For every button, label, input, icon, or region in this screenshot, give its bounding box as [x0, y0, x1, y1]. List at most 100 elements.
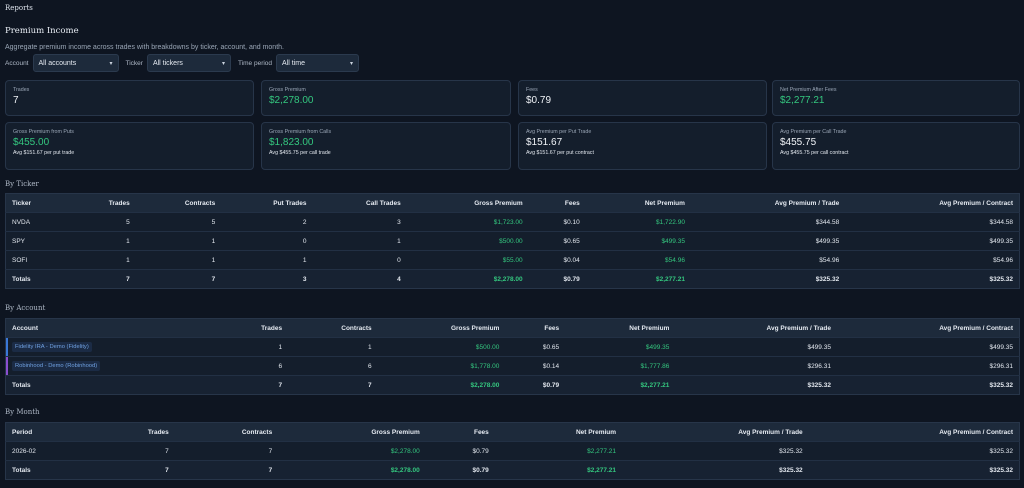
- account-select-value: All accounts: [38, 59, 77, 67]
- column-header[interactable]: Trades: [69, 193, 136, 213]
- table-row: SPY 1 1 0 1 $500.00 $0.65 $499.35 $499.3…: [5, 231, 1020, 251]
- column-header[interactable]: Trades: [218, 318, 289, 338]
- column-header[interactable]: Gross Premium: [278, 422, 426, 442]
- column-header[interactable]: Net Premium: [585, 193, 691, 213]
- column-header[interactable]: Avg Premium / Trade: [622, 422, 809, 442]
- table-header-row: Period Trades Contracts Gross Premium Fe…: [5, 422, 1020, 442]
- table-cell: 5: [69, 212, 136, 232]
- net-premium-cell: $2,277.21: [494, 460, 623, 480]
- column-header[interactable]: Account: [5, 318, 219, 338]
- fees-cell: $0.79: [425, 460, 495, 480]
- column-header[interactable]: Period: [5, 422, 95, 442]
- card-label: Gross Premium from Calls: [269, 129, 332, 135]
- card-label: Fees: [526, 87, 538, 93]
- page-title: Premium Income: [5, 26, 79, 36]
- ticker-select[interactable]: All tickers ▾: [146, 54, 231, 72]
- column-header[interactable]: Gross Premium: [377, 318, 506, 338]
- gross-premium-cell: $2,278.00: [278, 441, 426, 461]
- table-cell: 1: [135, 231, 222, 251]
- ticker-cell: SOFI: [5, 250, 70, 270]
- table-cell: 1: [69, 250, 136, 270]
- card-label: Gross Premium: [269, 87, 306, 93]
- column-header[interactable]: Contracts: [174, 422, 279, 442]
- net-premium-cell: $2,277.21: [585, 269, 691, 289]
- card-subtext: Avg $455.75 per call trade: [269, 150, 331, 156]
- totals-row: Totals 7 7 3 4 $2,278.00 $0.79 $2,277.21…: [5, 269, 1020, 289]
- column-header[interactable]: Put Trades: [221, 193, 313, 213]
- table-cell: 1: [221, 250, 313, 270]
- table-cell: 7: [94, 460, 175, 480]
- table-cell: $325.32: [808, 441, 1020, 461]
- table-cell: $499.35: [690, 231, 846, 251]
- table-cell: $499.35: [675, 337, 837, 357]
- table-cell: 0: [312, 250, 407, 270]
- column-header[interactable]: Net Premium: [494, 422, 623, 442]
- table-cell: 7: [135, 269, 222, 289]
- ticker-cell: NVDA: [5, 212, 70, 232]
- account-badge[interactable]: Robinhood - Demo (Robinhood): [12, 361, 101, 371]
- column-header[interactable]: Trades: [94, 422, 175, 442]
- app-title: Reports: [5, 4, 33, 12]
- gross-premium-cell: $2,278.00: [377, 375, 506, 395]
- column-header[interactable]: Net Premium: [565, 318, 676, 338]
- column-header[interactable]: Avg Premium / Contract: [808, 422, 1020, 442]
- period-cell: 2026-02: [5, 441, 95, 461]
- card-label: Gross Premium from Puts: [13, 129, 74, 135]
- table-cell: 5: [135, 212, 222, 232]
- table-cell: 4: [312, 269, 407, 289]
- card-label: Avg Premium per Call Trade: [780, 129, 847, 135]
- card-subtext: Avg $151.67 per put trade: [13, 150, 75, 156]
- card-subtext: Avg $151.67 per put contract: [526, 150, 594, 156]
- table-cell: 7: [94, 441, 175, 461]
- table-cell: 7: [288, 375, 378, 395]
- column-header[interactable]: Fees: [528, 193, 586, 213]
- table-cell: $325.32: [622, 460, 809, 480]
- ticker-table: Ticker Trades Contracts Put Trades Call …: [5, 193, 1020, 289]
- table-cell: 1: [312, 231, 407, 251]
- table-cell: $296.31: [836, 356, 1020, 376]
- table-cell: $54.96: [690, 250, 846, 270]
- column-header[interactable]: Call Trades: [312, 193, 407, 213]
- column-header[interactable]: Gross Premium: [406, 193, 529, 213]
- column-header[interactable]: Contracts: [135, 193, 222, 213]
- card-trades: Trades 7: [5, 80, 254, 116]
- period-select[interactable]: All time ▾: [276, 54, 360, 72]
- net-premium-cell: $2,277.21: [565, 375, 676, 395]
- card-label: Trades: [13, 87, 30, 93]
- net-premium-cell: $1,722.90: [585, 212, 691, 232]
- table-cell: $325.32: [675, 375, 837, 395]
- column-header[interactable]: Fees: [425, 422, 495, 442]
- column-header[interactable]: Fees: [505, 318, 566, 338]
- account-select[interactable]: All accounts ▾: [32, 54, 119, 72]
- fees-cell: $0.79: [528, 269, 586, 289]
- card-avg-put: Avg Premium per Put Trade $151.67 Avg $1…: [518, 122, 767, 170]
- section-title-by-account: By Account: [5, 304, 46, 312]
- totals-label: Totals: [5, 375, 219, 395]
- month-table: Period Trades Contracts Gross Premium Fe…: [5, 422, 1020, 480]
- card-label: Net Premium After Fees: [780, 87, 837, 93]
- card-label: Avg Premium per Put Trade: [526, 129, 592, 135]
- column-header[interactable]: Avg Premium / Trade: [675, 318, 837, 338]
- column-header[interactable]: Avg Premium / Contract: [845, 193, 1020, 213]
- table-cell: 7: [174, 441, 279, 461]
- chevron-down-icon: ▾: [221, 60, 225, 67]
- table-cell: 0: [221, 231, 313, 251]
- fees-cell: $0.65: [528, 231, 586, 251]
- card-fees: Fees $0.79: [518, 80, 767, 116]
- account-badge[interactable]: Fidelity IRA - Demo (Fidelity): [12, 342, 92, 352]
- table-cell: $344.58: [690, 212, 846, 232]
- column-header[interactable]: Avg Premium / Trade: [690, 193, 846, 213]
- gross-premium-cell: $55.00: [406, 250, 529, 270]
- gross-premium-cell: $500.00: [377, 337, 506, 357]
- column-header[interactable]: Contracts: [288, 318, 378, 338]
- chevron-down-icon: ▾: [109, 60, 113, 67]
- net-premium-cell: $54.96: [585, 250, 691, 270]
- card-value: $1,823.00: [269, 137, 314, 148]
- table-cell: $54.96: [845, 250, 1020, 270]
- column-header[interactable]: Ticker: [5, 193, 70, 213]
- column-header[interactable]: Avg Premium / Contract: [836, 318, 1020, 338]
- card-value: $455.00: [13, 137, 50, 148]
- table-cell: $325.32: [622, 441, 809, 461]
- period-filter-label: Time period: [237, 59, 273, 67]
- period-select-value: All time: [282, 59, 305, 67]
